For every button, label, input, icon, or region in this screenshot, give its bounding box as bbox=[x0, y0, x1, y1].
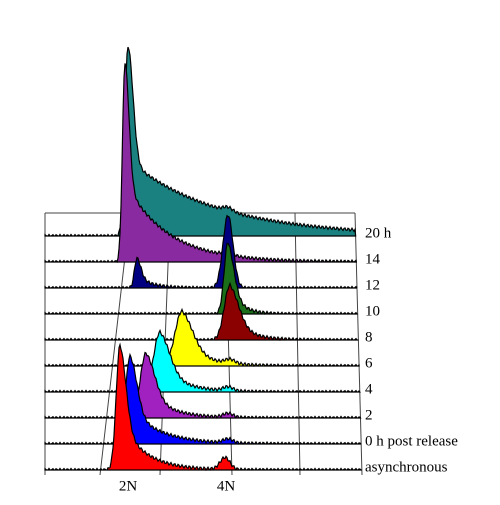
histogram bbox=[44, 351, 362, 419]
row-label: 6 bbox=[365, 355, 373, 371]
row-label: 20 h bbox=[365, 225, 392, 241]
histogram bbox=[44, 342, 362, 472]
histogram bbox=[44, 352, 362, 446]
histogram bbox=[44, 242, 358, 316]
histogram bbox=[44, 281, 359, 342]
histogram bbox=[44, 46, 357, 237]
row-label: 8 bbox=[365, 329, 373, 345]
row-label: 10 bbox=[365, 303, 380, 319]
histogram bbox=[44, 307, 360, 367]
grid-line bbox=[294, 212, 301, 476]
row-label: 12 bbox=[365, 277, 380, 293]
marker-label: 2N bbox=[119, 478, 138, 494]
histograms bbox=[44, 46, 362, 472]
row-label: 0 h post release bbox=[365, 433, 458, 449]
row-label: 4 bbox=[365, 381, 373, 397]
marker-label: 4N bbox=[217, 478, 236, 494]
row-label: 2 bbox=[365, 407, 373, 423]
row-label: asynchronous bbox=[365, 459, 448, 475]
grid-line bbox=[354, 212, 363, 476]
histogram bbox=[44, 214, 358, 290]
histogram bbox=[44, 63, 358, 264]
row-label: 14 bbox=[365, 251, 381, 267]
histogram bbox=[44, 328, 361, 394]
